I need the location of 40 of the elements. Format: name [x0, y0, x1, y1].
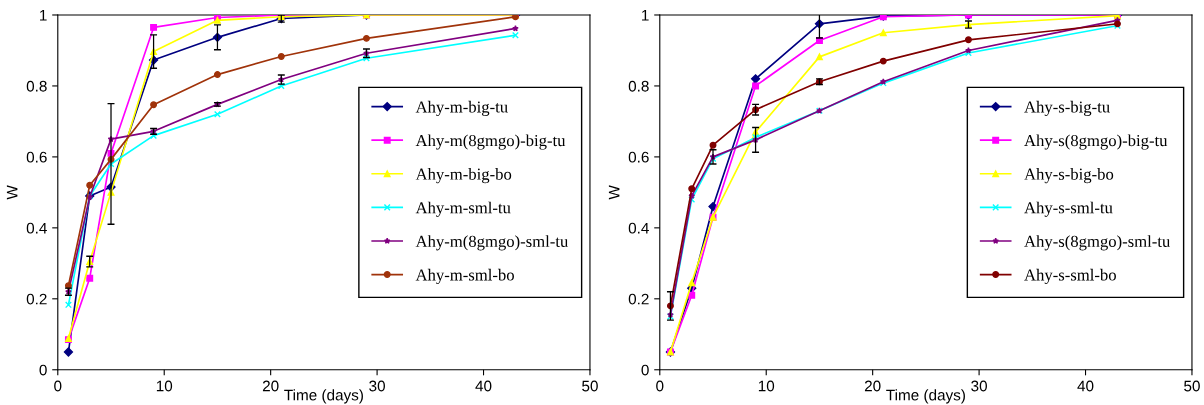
legend-label: Ahy-m-sml-tu — [415, 201, 511, 217]
x-tick-label: 20 — [262, 380, 279, 392]
x-axis-title: Time (days) — [886, 389, 965, 404]
legend-label: Ahy-m-big-tu — [415, 100, 508, 117]
y-tick-label: 0.2 — [628, 293, 649, 305]
x-tick-label: 20 — [864, 380, 881, 392]
y-tick-label: 0.8 — [26, 80, 47, 92]
x-tick-label: 0 — [54, 380, 62, 392]
legend-label: Ahy-s-sml-tu — [1024, 201, 1113, 217]
y-tick-label: 0.4 — [628, 222, 649, 234]
y-axis-title: W — [608, 185, 620, 200]
x-tick-label: 0 — [656, 380, 664, 392]
legend-label: Ahy-s(8gmgo)-big-tu — [1024, 134, 1168, 150]
legend-label: Ahy-s-big-tu — [1024, 100, 1110, 117]
y-tick-label: 0 — [641, 364, 649, 376]
x-tick-label: 10 — [156, 380, 173, 392]
y-tick-label: 0.8 — [628, 80, 649, 92]
x-tick-label: 30 — [971, 380, 987, 392]
y-tick-label: 0.4 — [26, 222, 47, 234]
y-tick-label: 0.2 — [26, 293, 47, 305]
y-tick-label: 0 — [39, 364, 47, 376]
x-tick-label: 50 — [582, 380, 598, 392]
x-tick-label: 50 — [1184, 380, 1200, 392]
legend-label: Ahy-s(8gmgo)-sml-tu — [1024, 235, 1171, 251]
legend-label: Ahy-m(8gmgo)-sml-tu — [415, 235, 569, 251]
x-tick-label: 40 — [1077, 380, 1094, 392]
y-tick-label: 1 — [642, 10, 649, 21]
y-tick-label: 1 — [40, 10, 47, 21]
legend-label: Ahy-m(8gmgo)-big-tu — [415, 134, 566, 150]
y-axis-title: W — [6, 185, 18, 200]
legend-label: Ahy-m-sml-bo — [415, 268, 514, 284]
legend-label: Ahy-m-big-bo — [415, 168, 512, 184]
y-tick-label: 0.6 — [628, 151, 649, 163]
x-tick-label: 30 — [369, 380, 385, 392]
y-tick-label: 0.6 — [26, 151, 47, 163]
x-axis-title: Time (days) — [284, 389, 363, 404]
legend-label: Ahy-s-sml-bo — [1024, 268, 1116, 284]
x-tick-label: 10 — [758, 380, 775, 392]
legend-label: Ahy-s-big-bo — [1024, 168, 1114, 184]
x-tick-label: 40 — [475, 380, 492, 392]
